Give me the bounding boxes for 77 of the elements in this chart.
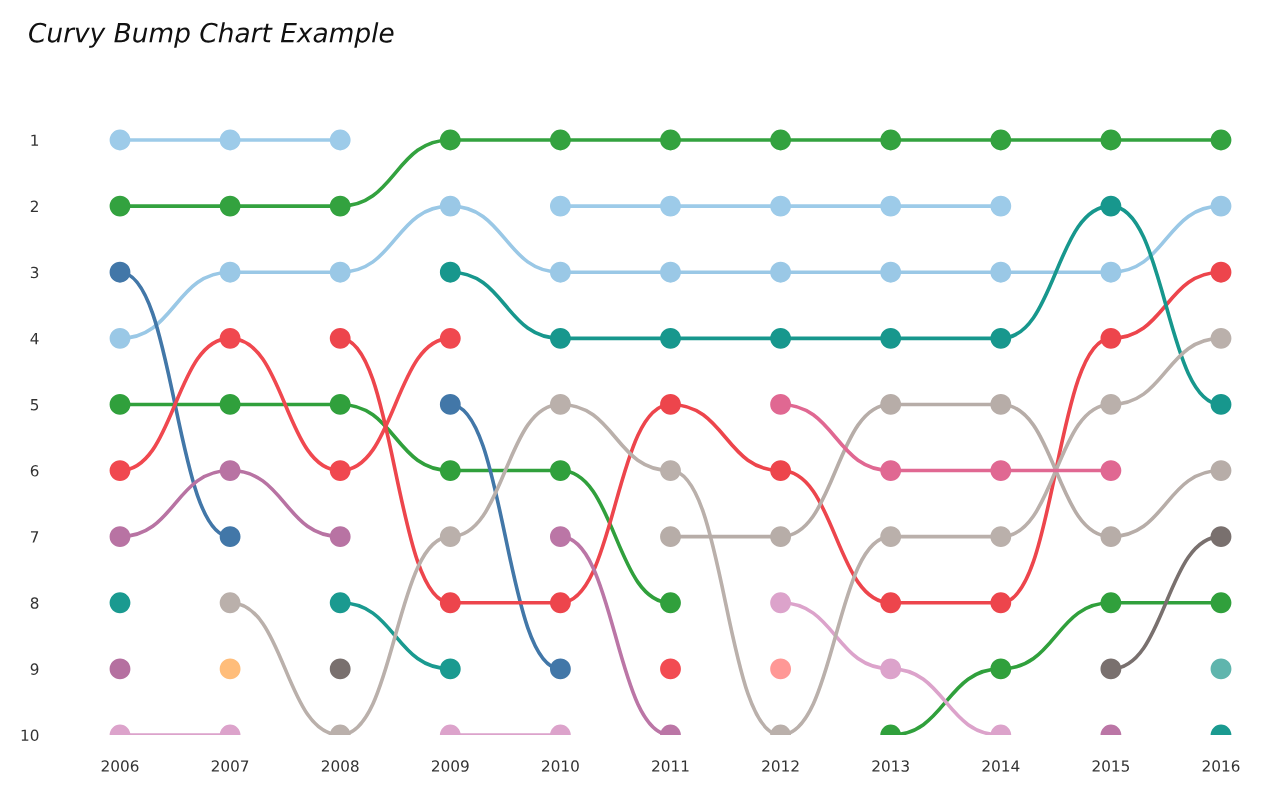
point [329,327,351,349]
x-tick-label: 2008 [321,760,359,772]
point [439,261,461,283]
point [439,195,461,217]
point [990,261,1012,283]
chart-title: Curvy Bump Chart Example [29,22,394,48]
point [770,129,792,151]
point [880,195,902,217]
point [219,129,241,151]
point [1100,327,1122,349]
y-tick-label: 3 [30,266,39,279]
point [1100,460,1122,481]
point [990,460,1012,481]
y-tick-label: 8 [30,597,39,609]
point [880,526,902,548]
point [880,394,902,415]
x-tick-label: 2009 [431,760,469,772]
y-tick-label: 10 [21,729,39,742]
point [990,394,1012,415]
point [549,129,571,151]
x-tick-label: 2016 [1202,760,1240,772]
y-tick-label: 1 [31,134,39,146]
point [770,394,792,415]
y-tick-label: 4 [30,333,39,345]
point [880,327,902,349]
point [549,261,571,283]
point [109,129,131,151]
point [219,195,241,217]
y-tick-label: 7 [30,531,39,543]
point [770,327,792,349]
x-tick-label: 2012 [762,760,799,772]
point [1100,394,1122,415]
point [660,261,681,283]
point [1210,195,1232,217]
point [1210,327,1232,349]
point [549,195,571,217]
x-tick-label: 2006 [101,760,139,772]
y-tick-label: 9 [30,663,39,675]
point [990,327,1012,349]
x-tick-label: 2014 [982,760,1020,772]
point [549,327,571,349]
point [990,526,1012,548]
point [219,658,241,680]
point [770,526,792,548]
y-tick-label: 2 [30,200,38,212]
point [770,195,792,217]
point [1100,261,1122,283]
point [660,327,681,349]
y-tick-label: 6 [30,465,39,477]
point [109,658,131,680]
point [109,195,131,217]
point [439,327,461,349]
point [660,195,681,217]
x-tick-label: 2013 [872,760,909,772]
point [880,261,902,283]
y-tick-label: 5 [30,399,39,411]
point [1210,394,1232,415]
point [880,460,902,481]
point [990,195,1012,217]
point [1210,261,1232,283]
point [1210,129,1232,151]
point [770,261,792,283]
point [770,460,792,481]
x-tick-label: 2010 [542,760,579,772]
x-tick-label: 2011 [652,760,689,772]
point [329,261,351,283]
x-tick-label: 2015 [1092,760,1130,772]
point [1100,129,1122,151]
point [660,129,681,151]
point [329,195,351,217]
point [329,129,351,151]
point [880,129,902,151]
point [990,129,1012,151]
point [439,129,461,151]
point [1210,460,1232,481]
x-tick-label: 2007 [211,760,249,772]
point [1100,195,1122,217]
